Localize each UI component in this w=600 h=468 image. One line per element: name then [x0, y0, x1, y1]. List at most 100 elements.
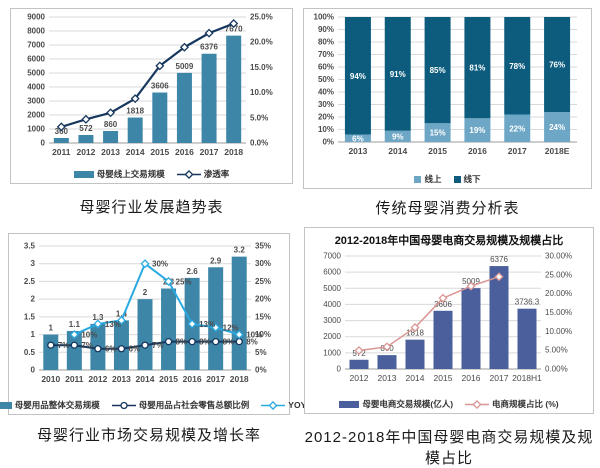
- svg-text:1.4: 1.4: [116, 309, 128, 318]
- svg-text:1000: 1000: [323, 348, 341, 357]
- svg-text:10%: 10%: [255, 330, 271, 339]
- svg-text:2012-2018年中国母婴电商交易规模及规模占比: 2012-2018年中国母婴电商交易规模及规模占比: [335, 233, 564, 247]
- svg-text:0: 0: [31, 366, 36, 375]
- svg-text:81%: 81%: [469, 64, 485, 73]
- svg-text:3736.3: 3736.3: [515, 298, 540, 307]
- legend-label: 线上: [424, 174, 442, 184]
- svg-text:60%: 60%: [318, 63, 334, 72]
- svg-text:7670: 7670: [225, 25, 243, 34]
- industry-trend-legend: 母婴线上交易规模 渗透率: [11, 168, 292, 180]
- svg-text:0.00%: 0.00%: [545, 365, 568, 374]
- svg-text:94%: 94%: [350, 72, 366, 81]
- svg-text:2014: 2014: [126, 147, 145, 157]
- svg-text:3606: 3606: [434, 300, 452, 309]
- svg-text:2000: 2000: [323, 332, 341, 341]
- svg-text:8%: 8%: [176, 338, 188, 347]
- svg-text:2.5: 2.5: [24, 277, 36, 286]
- svg-text:2013: 2013: [378, 373, 397, 383]
- industry-trend-caption: 母婴行业发展趋势表: [79, 199, 224, 216]
- svg-text:3606: 3606: [151, 82, 169, 91]
- legend-label: 渗透率: [203, 169, 230, 179]
- svg-text:0.0%: 0.0%: [250, 139, 268, 148]
- svg-text:2016: 2016: [175, 147, 194, 157]
- svg-text:2018: 2018: [230, 374, 249, 384]
- svg-text:6000: 6000: [323, 268, 341, 277]
- svg-text:100%: 100%: [314, 13, 334, 22]
- legend-swatch-square: [414, 175, 422, 183]
- legend-swatch-bar: [339, 400, 360, 408]
- svg-text:7%: 7%: [58, 341, 70, 350]
- svg-text:5%: 5%: [255, 348, 267, 357]
- svg-text:0.5: 0.5: [24, 348, 36, 357]
- svg-text:25.00%: 25.00%: [545, 270, 572, 279]
- svg-text:30%: 30%: [255, 259, 271, 268]
- svg-text:8%: 8%: [246, 338, 258, 347]
- chart-panel-traditional-consumption: 0% 10% 20% 30% 40% 50% 60% 70% 80% 90% 100% 2013 201…: [303, 8, 592, 189]
- svg-text:2017: 2017: [508, 146, 527, 156]
- svg-text:2014: 2014: [136, 374, 155, 384]
- legend-item: 母婴线上交易规模: [73, 168, 165, 180]
- svg-text:2012: 2012: [350, 373, 369, 383]
- svg-text:2017: 2017: [206, 374, 225, 384]
- svg-text:360: 360: [55, 127, 69, 136]
- svg-text:13%: 13%: [199, 320, 215, 329]
- svg-text:2014: 2014: [388, 146, 407, 156]
- legend-item: 线下: [453, 173, 481, 185]
- legend-swatch-bar: [73, 170, 94, 178]
- svg-text:2: 2: [143, 288, 148, 297]
- svg-text:8%: 8%: [223, 338, 235, 347]
- svg-text:3.5: 3.5: [24, 242, 36, 251]
- legend-swatch-diamond: [176, 169, 201, 179]
- svg-text:2013: 2013: [101, 147, 120, 157]
- svg-text:6000: 6000: [27, 55, 45, 64]
- svg-text:7%: 7%: [81, 341, 93, 350]
- svg-text:5009: 5009: [462, 277, 480, 286]
- svg-text:1: 1: [49, 324, 54, 333]
- svg-text:2000: 2000: [27, 111, 45, 120]
- svg-text:20.0%: 20.0%: [250, 38, 273, 47]
- legend-label: 母婴用品整体交易规模: [14, 400, 100, 410]
- svg-text:8000: 8000: [27, 27, 45, 36]
- svg-text:1.1: 1.1: [69, 320, 81, 329]
- svg-text:2016: 2016: [462, 373, 481, 383]
- traditional-consumption-legend: 线上 线下: [304, 173, 591, 185]
- svg-text:50%: 50%: [318, 75, 334, 84]
- svg-text:2: 2: [31, 295, 36, 304]
- svg-text:2011: 2011: [65, 374, 84, 384]
- svg-text:2015: 2015: [428, 146, 447, 156]
- legend-item: 母婴电商交易规模(亿人): [339, 398, 453, 410]
- svg-text:25%: 25%: [176, 277, 192, 286]
- svg-text:5.0%: 5.0%: [250, 113, 268, 122]
- svg-text:6376: 6376: [200, 43, 218, 52]
- market-scale-growth-legend: 母婴用品整体交易规模 母婴用品占社会零售总额比例 YOY: [0, 399, 306, 411]
- legend-swatch-diamond: [465, 399, 490, 409]
- svg-text:22%: 22%: [509, 124, 525, 133]
- svg-text:2012: 2012: [76, 147, 95, 157]
- ecommerce-scale-caption: 2012-2018年中国母婴电商交易规模及规模占比: [304, 429, 594, 467]
- svg-text:860: 860: [104, 120, 118, 129]
- svg-text:6376: 6376: [490, 255, 508, 264]
- svg-text:9000: 9000: [27, 13, 45, 22]
- svg-text:20%: 20%: [255, 295, 271, 304]
- svg-text:2018H1: 2018H1: [512, 373, 542, 383]
- svg-text:7%: 7%: [152, 341, 164, 350]
- svg-text:35%: 35%: [255, 242, 271, 251]
- svg-text:3000: 3000: [27, 97, 45, 106]
- svg-text:1000: 1000: [27, 125, 45, 134]
- svg-text:2012: 2012: [88, 374, 107, 384]
- svg-text:9%: 9%: [392, 132, 404, 141]
- legend-item: 电商规模占比 (%): [465, 398, 559, 410]
- legend-item: 母婴用品整体交易规模: [0, 399, 100, 411]
- svg-text:2014: 2014: [406, 373, 425, 383]
- svg-text:91%: 91%: [390, 70, 406, 79]
- ecommerce-scale-legend: 母婴电商交易规模(亿人) 电商规模占比 (%): [305, 398, 593, 410]
- svg-text:2015: 2015: [434, 373, 453, 383]
- svg-text:20.00%: 20.00%: [545, 289, 572, 298]
- traditional-consumption-caption: 传统母婴消费分析表: [375, 200, 520, 217]
- svg-text:5009: 5009: [176, 62, 194, 71]
- legend-label: 线下: [463, 174, 481, 184]
- legend-item: YOY: [261, 400, 306, 410]
- svg-text:7000: 7000: [323, 252, 341, 261]
- svg-text:6%: 6%: [128, 345, 140, 354]
- traditional-consumption-chart: 0% 10% 20% 30% 40% 50% 60% 70% 80% 90% 100% 2013 201…: [314, 13, 577, 156]
